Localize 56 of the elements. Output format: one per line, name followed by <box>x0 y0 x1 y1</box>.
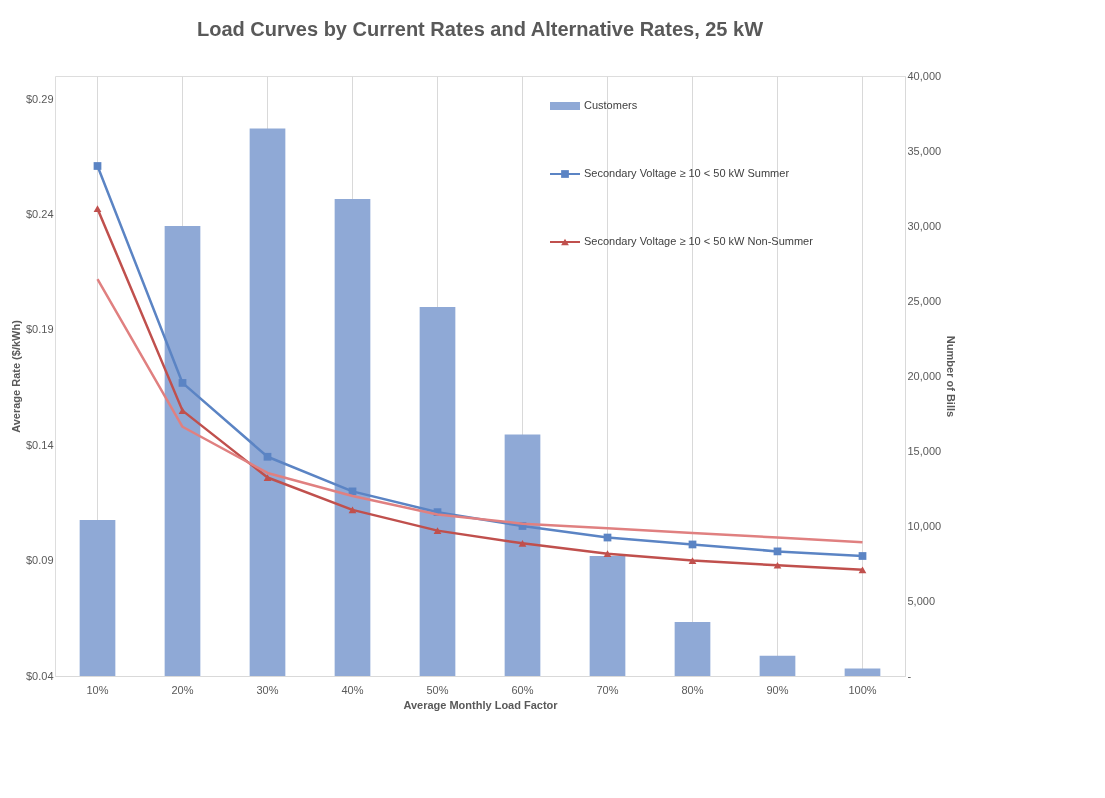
legend-label: Secondary Voltage ≥ 10 < 50 kW Non-Summer <box>584 235 814 247</box>
point <box>178 379 187 387</box>
x-tick-label: 50% <box>426 683 449 696</box>
x-tick-label: 100% <box>848 683 877 696</box>
x-axis-title: Average Monthly Load Factor <box>403 698 559 711</box>
y-tick-label: $0.09 <box>25 554 54 567</box>
bar <box>334 199 371 676</box>
point <box>348 506 357 514</box>
bar <box>164 226 201 676</box>
bar <box>589 556 626 676</box>
point <box>433 527 442 534</box>
bar <box>504 434 541 676</box>
chart-title: Load Curves by Current Rates and Alternative Rates, 25 kW <box>196 18 764 40</box>
y-axis-title: Average Rate ($/kWh) <box>9 319 22 433</box>
bar <box>759 655 796 676</box>
y-tick-label: $0.19 <box>25 323 54 336</box>
point <box>773 561 782 569</box>
y2-tick-label: 20,000 <box>907 369 942 382</box>
x-tick-label: 70% <box>596 683 619 696</box>
y2-tick-label: 25,000 <box>907 294 942 307</box>
y2-tick-label: 35,000 <box>907 144 942 157</box>
x-tick-label: 40% <box>341 683 364 696</box>
y2-tick-label: 40,000 <box>907 69 942 82</box>
bar <box>79 520 116 676</box>
point <box>93 205 102 213</box>
bar <box>674 622 711 676</box>
y-tick-label: $0.14 <box>25 438 54 451</box>
y2-tick-label: 10,000 <box>907 519 942 532</box>
point <box>603 550 612 558</box>
x-tick-label: 20% <box>171 683 194 696</box>
point <box>263 474 272 481</box>
line-series <box>96 277 864 544</box>
x-tick-label: 10% <box>86 683 109 696</box>
x-tick-label: 80% <box>681 683 704 696</box>
x-tick-label: 60% <box>511 683 534 696</box>
point <box>688 557 697 564</box>
point <box>93 162 102 170</box>
bar <box>844 668 881 676</box>
y-tick-label: $0.04 <box>25 669 54 682</box>
y-tick-label: $0.29 <box>25 92 54 105</box>
legend-label: Secondary Voltage ≥ 10 < 50 kW Summer <box>584 167 790 179</box>
point <box>263 452 272 461</box>
bar <box>249 128 286 676</box>
x-tick-label: 30% <box>256 683 279 696</box>
y2-tick-label: 5,000 <box>907 594 936 607</box>
point <box>858 552 867 560</box>
bar <box>419 307 456 676</box>
y2-tick-label: 30,000 <box>907 219 942 232</box>
y2-tick-label: 15,000 <box>907 444 942 457</box>
y2-tick-label: - <box>907 669 912 682</box>
point <box>518 539 527 547</box>
y-tick-label: $0.24 <box>25 207 54 220</box>
point <box>858 566 867 574</box>
y2-axis-title: Number of Bills <box>945 335 958 418</box>
legend-label: Customers <box>584 99 638 111</box>
x-tick-label: 90% <box>766 683 789 696</box>
